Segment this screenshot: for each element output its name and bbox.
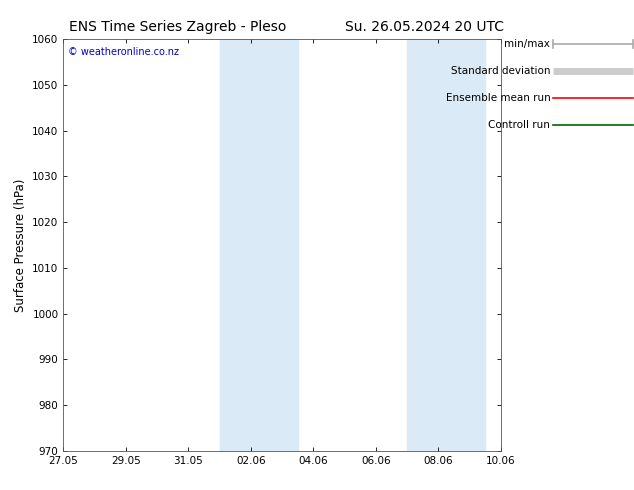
Y-axis label: Surface Pressure (hPa): Surface Pressure (hPa) bbox=[14, 178, 27, 312]
Text: Standard deviation: Standard deviation bbox=[451, 66, 550, 76]
Text: Ensemble mean run: Ensemble mean run bbox=[446, 93, 550, 103]
Bar bbox=[407, 39, 485, 451]
Text: min/max: min/max bbox=[505, 39, 550, 49]
Bar bbox=[219, 39, 298, 451]
Text: Controll run: Controll run bbox=[488, 120, 550, 130]
Text: ENS Time Series Zagreb - Pleso: ENS Time Series Zagreb - Pleso bbox=[69, 20, 286, 34]
Text: © weatheronline.co.nz: © weatheronline.co.nz bbox=[68, 48, 179, 57]
Text: Su. 26.05.2024 20 UTC: Su. 26.05.2024 20 UTC bbox=[346, 20, 504, 34]
